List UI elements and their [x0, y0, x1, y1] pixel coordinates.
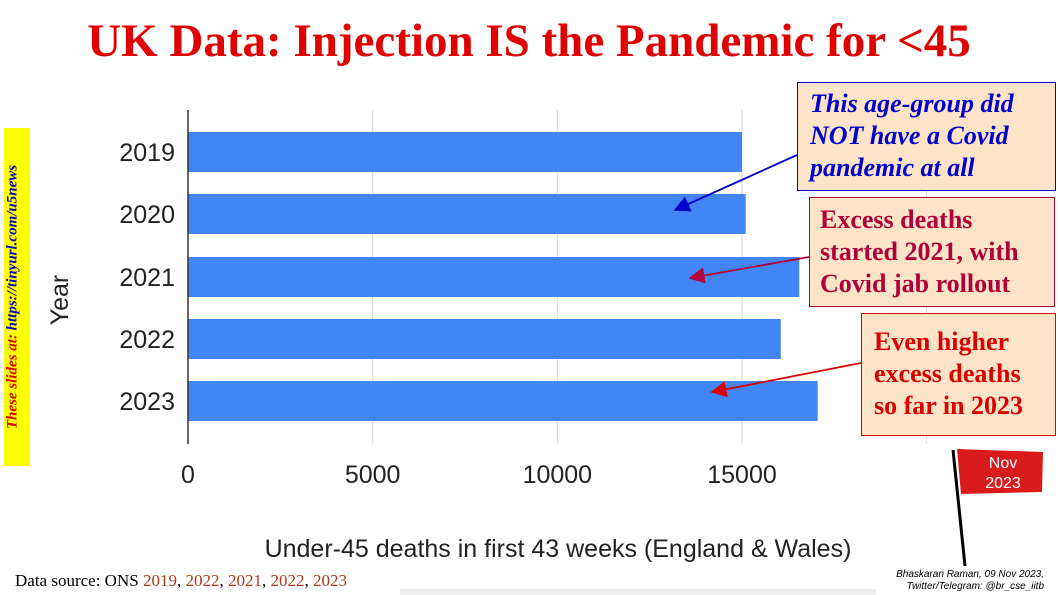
y-tick-2020: 2020: [119, 201, 175, 229]
source-link-2022a[interactable]: 2022: [185, 571, 220, 590]
y-tick-2021: 2021: [119, 264, 175, 292]
slides-link-banner: [4, 128, 30, 466]
x-tick-5000: 5000: [345, 461, 401, 489]
bar-2023: [188, 381, 818, 421]
flag-pole: [951, 449, 967, 567]
x-tick-0: 0: [181, 461, 195, 489]
x-tick-15000: 15000: [707, 461, 777, 489]
chart-bars: [188, 132, 818, 421]
flag-icon: [957, 449, 1043, 494]
bar-2019: [188, 132, 742, 172]
author-credit: Bhaskaran Raman, 09 Nov 2023, Twitter/Te…: [896, 569, 1044, 592]
y-tick-2023: 2023: [119, 388, 175, 416]
source-link-2021[interactable]: 2021: [227, 571, 262, 590]
callout-arrow-1: [673, 154, 798, 212]
source-link-2023[interactable]: 2023: [312, 571, 347, 590]
flag-date-label: Nov 2023: [985, 455, 1021, 492]
bar-2022: [188, 319, 781, 359]
x-tick-10000: 10000: [523, 461, 593, 489]
y-tick-2022: 2022: [119, 326, 175, 354]
page-title: UK Data: Injection IS the Pandemic for <…: [87, 15, 971, 67]
footer-bar: [400, 589, 876, 595]
callout-no-pandemic: This age-group did NOT have a Covid pand…: [797, 82, 1056, 191]
bar-2020: [188, 194, 746, 234]
y-tick-2019: 2019: [119, 139, 175, 167]
data-source-label: Data source: ONS: [15, 571, 143, 590]
y-axis-label: Year: [46, 275, 74, 326]
callout-arrow-3: [710, 362, 862, 398]
x-tick-labels: 0 5000 10000 15000: [181, 461, 777, 489]
data-source: Data source: ONS 2019, 2022, 2021, 2022,…: [15, 571, 347, 590]
source-link-2019[interactable]: 2019: [142, 571, 177, 590]
source-link-2022b[interactable]: 2022: [270, 571, 305, 590]
callout-arrow-2: [688, 256, 810, 284]
callout-excess-2021: Excess deaths started 2021, with Covid j…: [809, 197, 1055, 307]
y-tick-labels: 2019 2020 2021 2022 2023: [119, 139, 175, 416]
callout-higher-2023: Even higher excess deaths so far in 2023: [861, 313, 1056, 436]
bar-2021: [188, 257, 800, 297]
x-axis-label: Under-45 deaths in first 43 weeks (Engla…: [265, 535, 852, 563]
